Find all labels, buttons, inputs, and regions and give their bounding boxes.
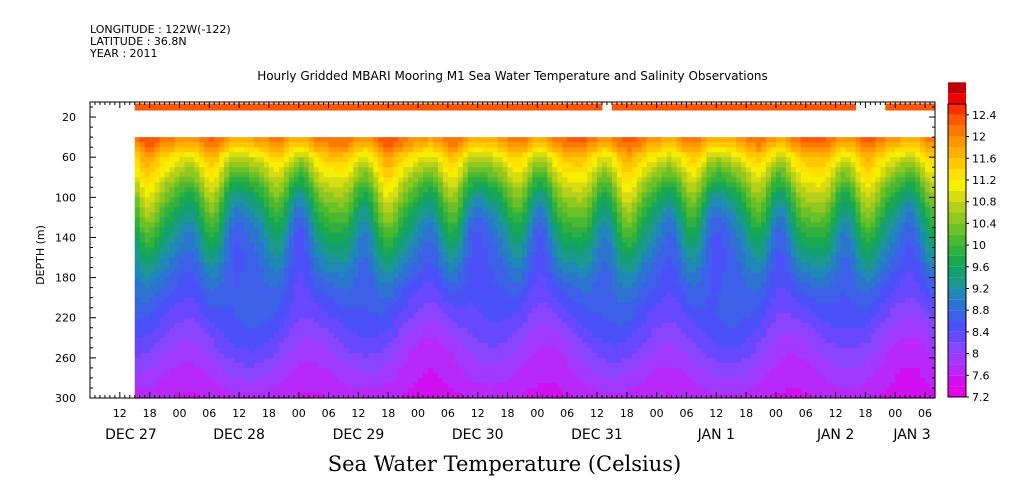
y-tick-label: 60 [62, 151, 76, 164]
x-day-label: JAN 1 [697, 427, 735, 443]
x-tick-label: 00 [650, 407, 664, 420]
colorbar-swatch [948, 136, 966, 148]
colorbar-swatch [948, 266, 966, 278]
y-tick-label: 180 [55, 272, 76, 285]
x-tick-label: 18 [381, 407, 395, 420]
colorbar-swatch [948, 255, 966, 267]
colorbar-swatch [948, 169, 966, 180]
colorbar-label: 7.2 [972, 391, 990, 404]
year-label: YEAR : 2011 [90, 47, 158, 60]
colorbar-label: 11.2 [972, 174, 997, 187]
colorbar-label: 11.6 [972, 152, 997, 165]
x-tick-label: 12 [829, 407, 843, 420]
colorbar-swatch [948, 201, 966, 213]
x-tick-label: 18 [858, 407, 872, 420]
heatmap-plot [90, 102, 936, 399]
colorbar-swatch [948, 321, 966, 332]
colorbar-swatch [948, 82, 966, 94]
x-tick-label: 18 [262, 407, 276, 420]
y-tick-label: 220 [55, 312, 76, 325]
y-tick-label: 140 [55, 231, 76, 244]
x-tick-label: 12 [113, 407, 127, 420]
x-day-label: DEC 29 [333, 427, 385, 443]
colorbar-label: 10.4 [972, 217, 997, 230]
colorbar-swatch [948, 364, 966, 376]
x-tick-label: 12 [232, 407, 246, 420]
x-tick-label: 18 [501, 407, 515, 420]
x-tick-label: 06 [441, 407, 455, 420]
x-tick-label: 06 [560, 407, 574, 420]
chart-title: Hourly Gridded MBARI Mooring M1 Sea Wate… [257, 69, 768, 83]
x-tick-label: 00 [292, 407, 306, 420]
colorbar-label: 8 [972, 348, 979, 361]
colorbar-swatch [948, 331, 966, 343]
colorbar-label: 12.4 [972, 109, 997, 122]
colorbar-swatch [948, 342, 966, 354]
colorbar-label: 7.6 [972, 369, 990, 382]
colorbar-swatch [948, 299, 966, 311]
y-tick-label: 300 [55, 392, 76, 405]
x-tick-label: 00 [769, 407, 783, 420]
colorbar-swatch [948, 375, 966, 387]
x-day-label: DEC 27 [105, 427, 157, 443]
x-tick-label: 00 [172, 407, 186, 420]
x-tick-label: 00 [530, 407, 544, 420]
longitude-label: LONGITUDE : 122W(-122) [90, 23, 231, 36]
colorbar-swatch [948, 104, 966, 115]
colorbar-swatch [948, 125, 966, 137]
temperature-field [134, 137, 936, 399]
x-tick-label: 06 [918, 407, 932, 420]
colorbar-label: 8.4 [972, 326, 990, 339]
chart-axes: 12 18 00 06 12 18 00 06 12 18 00 06 12 18 00 06 12 18 00 06… [55, 101, 936, 443]
x-day-label: JAN 3 [892, 427, 930, 443]
x-tick-label: 12 [590, 407, 604, 420]
y-axis-label: DEPTH (m) [34, 225, 47, 285]
x-day-label: DEC 28 [213, 427, 265, 443]
y-tick-label: 100 [55, 191, 76, 204]
colorbar-swatch [948, 223, 966, 235]
colorbar-label: 10 [972, 239, 986, 252]
colorbar-swatch [948, 277, 966, 289]
colorbar-label: 12 [972, 131, 986, 144]
colorbar-swatch [948, 114, 966, 126]
x-day-label: DEC 30 [452, 427, 504, 443]
x-tick-label: 18 [620, 407, 634, 420]
x-tick-label: 12 [471, 407, 485, 420]
bottom-title: Sea Water Temperature (Celsius) [327, 452, 682, 476]
colorbar-swatch [948, 245, 966, 256]
colorbar-swatch [948, 147, 966, 159]
x-day-label: JAN 2 [816, 427, 854, 443]
colorbar-label: 9.6 [972, 261, 990, 274]
colorbar: 12.4 12 11.6 11.2 10.8 10.4 10 9.6 9.2 8.8 8.4 8 7.6… [947, 82, 997, 404]
colorbar-swatch [948, 212, 966, 224]
x-tick-label: 00 [411, 407, 425, 420]
latitude-label: LATITUDE : 36.8N [90, 35, 187, 48]
x-tick-label: 18 [739, 407, 753, 420]
x-tick-label: 06 [202, 407, 216, 420]
colorbar-swatch [948, 190, 966, 202]
colorbar-swatch [948, 386, 966, 397]
x-tick-label: 06 [322, 407, 336, 420]
x-tick-label: 18 [143, 407, 157, 420]
colorbar-label: 9.2 [972, 282, 990, 295]
x-tick-label: 06 [799, 407, 813, 420]
x-tick-label: 06 [679, 407, 693, 420]
surface-temperature-band [134, 103, 936, 111]
colorbar-swatch [948, 234, 966, 246]
x-day-label: DEC 31 [571, 427, 623, 443]
colorbar-label: 10.8 [972, 196, 997, 209]
colorbar-swatch [948, 158, 966, 170]
colorbar-swatch [948, 288, 966, 300]
y-tick-label: 260 [55, 352, 76, 365]
y-tick-label: 20 [62, 111, 76, 124]
colorbar-label: 8.8 [972, 304, 990, 317]
colorbar-swatch [948, 93, 966, 104]
x-tick-label: 12 [351, 407, 365, 420]
colorbar-swatch [948, 353, 966, 365]
x-tick-label: 00 [888, 407, 902, 420]
colorbar-swatch [948, 310, 966, 322]
colorbar-swatch [948, 179, 966, 191]
x-tick-label: 12 [709, 407, 723, 420]
